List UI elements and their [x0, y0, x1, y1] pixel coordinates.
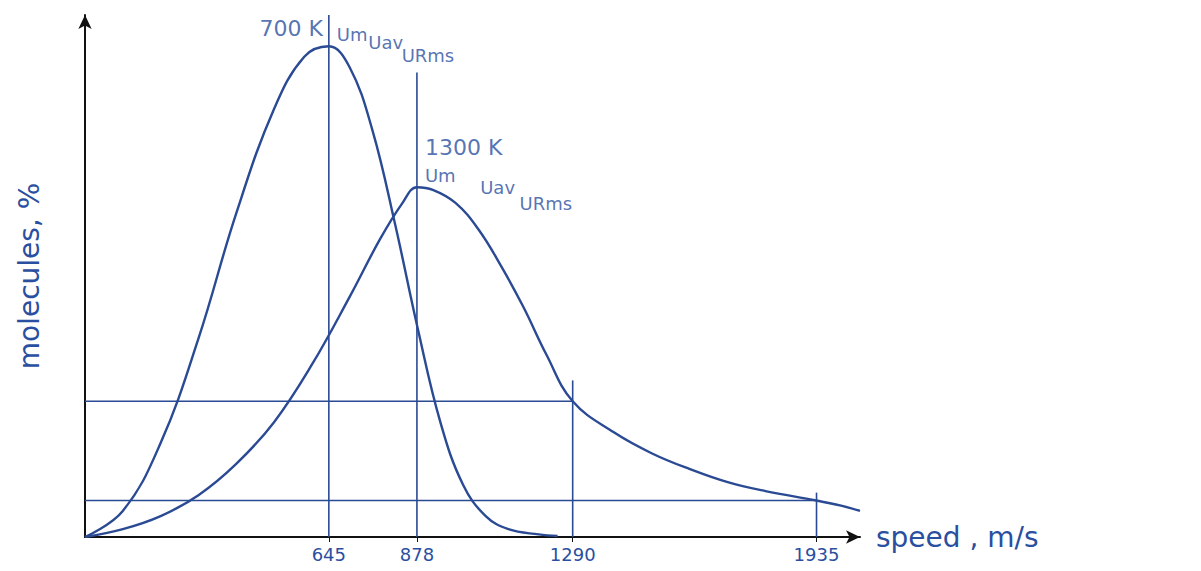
svg-text:1935: 1935: [794, 544, 840, 565]
svg-text:Um: Um: [425, 165, 456, 186]
svg-text:molecules, %: molecules, %: [13, 183, 46, 370]
svg-text:1300 K: 1300 K: [425, 135, 503, 160]
svg-text:URms: URms: [402, 45, 455, 66]
svg-text:700 K: 700 K: [259, 16, 323, 41]
svg-text:878: 878: [400, 544, 434, 565]
svg-text:URms: URms: [520, 193, 573, 214]
svg-text:Uav: Uav: [480, 177, 515, 198]
svg-text:645: 645: [312, 544, 346, 565]
svg-text:1290: 1290: [550, 544, 596, 565]
svg-text:speed , m/s: speed , m/s: [876, 521, 1039, 554]
svg-text:Um: Um: [337, 24, 368, 45]
svg-text:Uav: Uav: [368, 32, 403, 53]
